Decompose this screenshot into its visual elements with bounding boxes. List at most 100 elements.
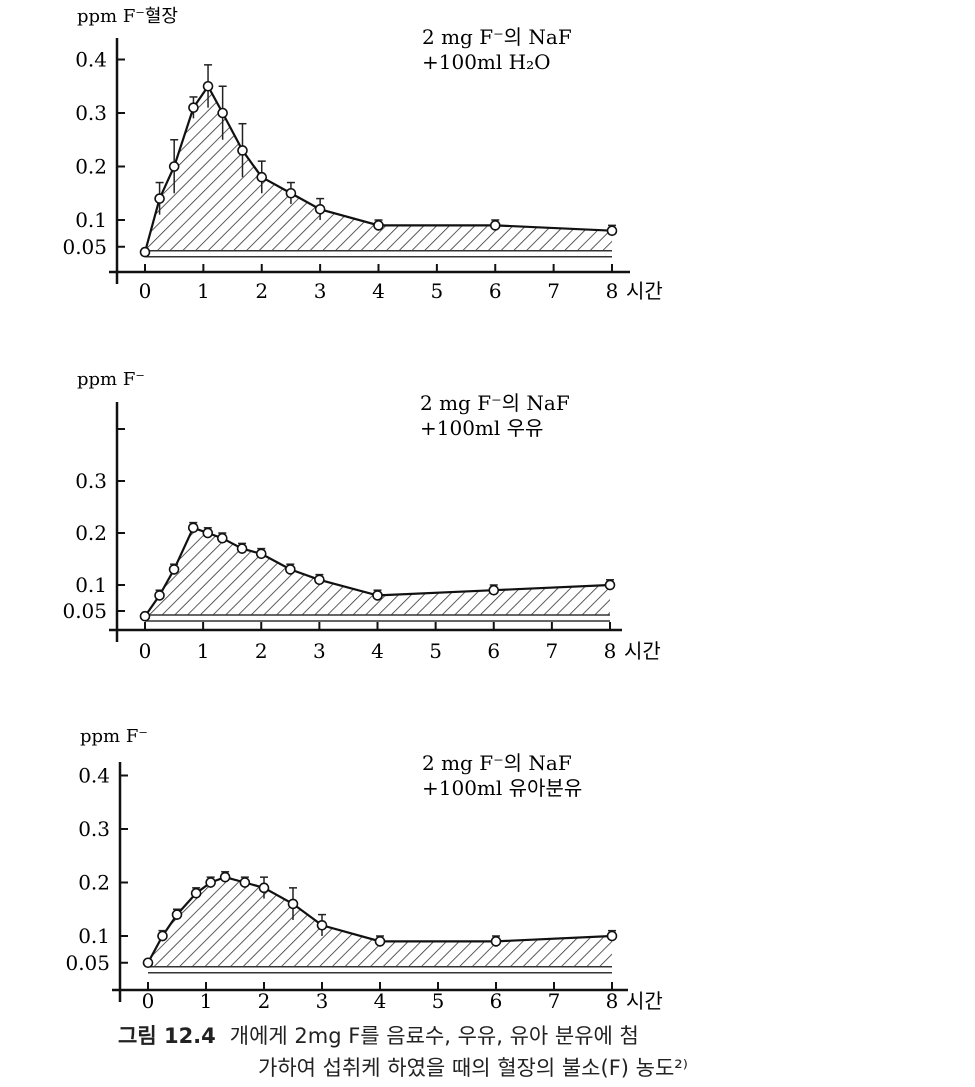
data-point (606, 930, 618, 942)
caption-number: 그림 12.4 (118, 1024, 216, 1048)
x-axis-title: 시간 (626, 279, 663, 303)
data-point (168, 564, 180, 575)
data-point (168, 161, 180, 172)
data-point (157, 930, 168, 942)
data-point (606, 225, 618, 236)
data-point (236, 543, 248, 554)
data-point (237, 145, 248, 156)
x-tick-label: 5 (431, 279, 444, 303)
x-tick-label: 1 (197, 279, 210, 303)
x-tick-label: 7 (548, 989, 561, 1013)
x-tick-label: 0 (142, 989, 155, 1013)
data-point (374, 936, 386, 947)
x-tick-label: 1 (200, 989, 213, 1013)
x-axis-title: 시간 (624, 639, 661, 663)
x-tick-label: 2 (255, 639, 268, 663)
x-tick-label: 5 (429, 639, 442, 663)
data-point (239, 877, 251, 888)
x-tick-label: 4 (371, 639, 384, 663)
y-tick-label: 0.2 (75, 521, 107, 545)
y-tick-label: 0.1 (78, 924, 110, 948)
y-tick-label: 0.3 (78, 817, 110, 841)
x-tick-label: 8 (606, 279, 619, 303)
data-point (285, 187, 297, 199)
data-point (258, 882, 270, 894)
y-tick-label: 0.4 (78, 764, 110, 788)
x-axis-title: 시간 (626, 989, 663, 1013)
chart-annotation: 2 mg F⁻의 NaF (422, 751, 572, 775)
x-tick-label: 6 (490, 989, 503, 1013)
y-axis-title: ppm F⁻ (77, 369, 145, 390)
data-point (217, 532, 228, 544)
x-tick-label: 2 (258, 989, 271, 1013)
x-tick-label: 4 (374, 989, 387, 1013)
y-tick-label: 0.1 (75, 573, 107, 597)
chart-annotation: +100ml 우유 (420, 416, 543, 440)
x-tick-label: 7 (547, 279, 560, 303)
data-point (139, 610, 151, 622)
data-point (139, 246, 151, 258)
data-point (154, 590, 165, 601)
y-tick-label: 0.05 (62, 599, 107, 623)
data-point (372, 590, 383, 601)
data-point (188, 102, 199, 113)
hatched-area (148, 877, 612, 967)
y-tick-label: 0.2 (75, 155, 107, 179)
y-tick-label: 0.4 (75, 48, 107, 72)
data-point (373, 220, 384, 231)
x-tick-label: 0 (139, 639, 152, 663)
x-tick-label: 2 (255, 279, 268, 303)
y-tick-label: 0.3 (75, 469, 107, 493)
data-point (604, 579, 616, 591)
data-point (217, 107, 228, 119)
y-axis-title: ppm F⁻ (80, 726, 148, 747)
y-tick-label: 0.05 (62, 235, 107, 259)
y-tick-label: 0.1 (75, 208, 107, 232)
chart-annotation: 2 mg F⁻의 NaF (420, 391, 570, 415)
x-tick-label: 6 (489, 279, 502, 303)
y-tick-label: 0.05 (65, 951, 110, 975)
data-point (205, 877, 216, 888)
data-point (255, 548, 267, 560)
data-point (314, 574, 325, 586)
data-point (489, 220, 501, 231)
data-point (142, 957, 154, 969)
x-tick-label: 3 (316, 989, 329, 1013)
x-tick-label: 4 (372, 279, 385, 303)
y-tick-label: 0.3 (75, 101, 107, 125)
x-tick-label: 6 (487, 639, 500, 663)
y-tick-label: 0.2 (78, 871, 110, 895)
caption-line-2: 가하여 섭취케 하였을 때의 혈장의 불소(F) 농도²⁾ (258, 1056, 688, 1080)
caption-line-1: 개에게 2mg F를 음료수, 우유, 유아 분유에 첨 (229, 1024, 639, 1048)
data-point (256, 171, 268, 183)
data-point (488, 584, 500, 596)
data-point (171, 909, 183, 920)
x-tick-label: 3 (314, 279, 327, 303)
x-tick-label: 8 (604, 639, 617, 663)
data-point (314, 204, 326, 215)
data-point (187, 522, 199, 534)
data-point (287, 898, 299, 910)
data-point (154, 193, 165, 204)
x-tick-label: 5 (432, 989, 445, 1013)
y-axis-title: ppm F⁻혈장 (77, 6, 178, 27)
x-tick-label: 0 (139, 279, 152, 303)
data-point (490, 936, 502, 947)
data-point (285, 564, 296, 575)
data-point (202, 527, 214, 539)
chart-annotation: +100ml 유아분유 (422, 776, 582, 800)
data-point (190, 887, 202, 899)
chart-annotation: +100ml H₂O (422, 50, 551, 74)
x-tick-label: 3 (313, 639, 326, 663)
data-point (316, 919, 328, 931)
chart-annotation: 2 mg F⁻의 NaF (422, 25, 572, 49)
x-tick-label: 8 (606, 989, 619, 1013)
hatched-area (145, 86, 612, 253)
x-tick-label: 1 (197, 639, 210, 663)
figure-caption: 그림 12.4 개에게 2mg F를 음료수, 우유, 유아 분유에 첨 가하여 … (118, 1020, 688, 1084)
data-point (219, 871, 231, 883)
x-tick-label: 7 (546, 639, 559, 663)
hatched-area (145, 527, 610, 617)
data-point (202, 80, 214, 92)
